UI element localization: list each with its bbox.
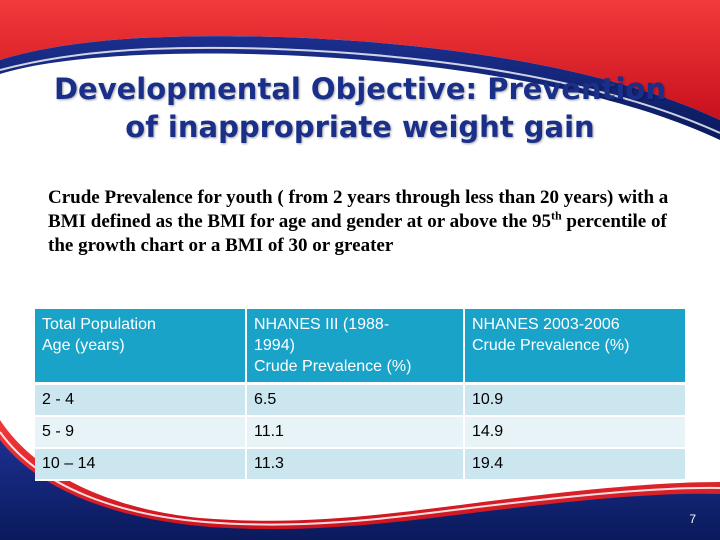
cell-nhanes-2003-2006: 19.4 [464, 448, 685, 481]
title-line-2: of inappropriate weight gain [125, 110, 595, 144]
description-part-2: percentile of the growth chart or a BMI … [48, 211, 667, 256]
cell-age: 2 - 4 [35, 383, 247, 417]
table-row: 5 - 9 11.1 14.9 [35, 416, 685, 449]
bottom-white-accent [0, 431, 720, 526]
header-line: 1994) [254, 337, 295, 354]
top-white-accent [0, 46, 720, 134]
cell-age: 5 - 9 [35, 416, 247, 449]
header-nhanes-iii: NHANES III (1988- 1994) Crude Prevalence… [246, 309, 465, 385]
cell-nhanes-2003-2006: 14.9 [464, 416, 685, 449]
cell-nhanes-iii: 11.1 [246, 416, 465, 449]
title-line-1: Developmental Objective: Prevention [53, 72, 667, 106]
header-line: NHANES III (1988- [254, 316, 390, 333]
header-nhanes-2003-2006: NHANES 2003-2006 Crude Prevalence (%) [464, 309, 685, 385]
header-line: Age (years) [42, 337, 125, 354]
slide-title: Developmental Objective: Prevention of i… [20, 70, 700, 146]
bottom-navy-band [0, 440, 720, 540]
table-row: 10 – 14 11.3 19.4 [35, 448, 685, 481]
header-line: Total Population [42, 316, 156, 333]
header-age: Total Population Age (years) [35, 309, 247, 385]
header-line: Crude Prevalence (%) [254, 358, 412, 375]
cell-nhanes-2003-2006: 10.9 [464, 383, 685, 417]
cell-nhanes-iii: 11.3 [246, 448, 465, 481]
top-red-band [0, 0, 720, 120]
top-navy-swoosh [0, 36, 720, 140]
description-text: Crude Prevalence for youth ( from 2 year… [48, 186, 678, 258]
page-number: 7 [689, 512, 696, 526]
header-line: Crude Prevalence (%) [472, 337, 630, 354]
table-row: 2 - 4 6.5 10.9 [35, 383, 685, 417]
cell-age: 10 – 14 [35, 448, 247, 481]
description-superscript: th [550, 208, 562, 223]
header-line: NHANES 2003-2006 [472, 316, 620, 333]
table-header-row: Total Population Age (years) NHANES III … [35, 309, 685, 385]
description-part-1: Crude Prevalence for youth ( from 2 year… [48, 187, 669, 232]
prevalence-table: Total Population Age (years) NHANES III … [35, 309, 685, 481]
cell-nhanes-iii: 6.5 [246, 383, 465, 417]
